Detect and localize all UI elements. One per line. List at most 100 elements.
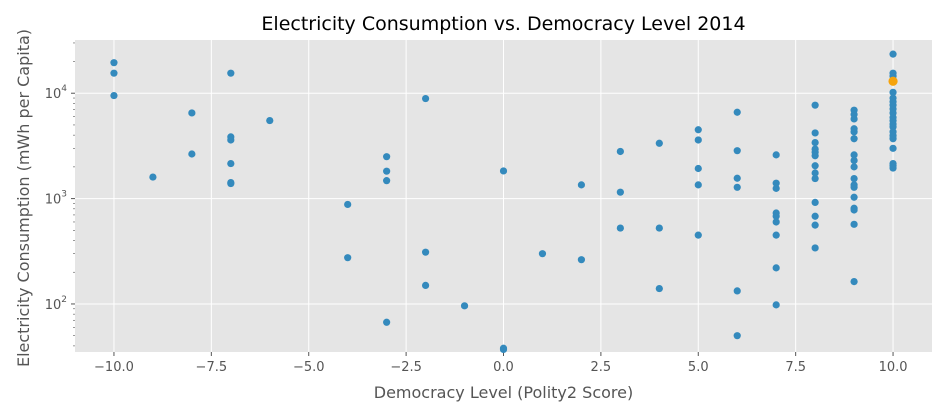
data-point xyxy=(694,231,702,239)
y-tick-label: 103 xyxy=(45,190,67,208)
data-point xyxy=(344,254,352,262)
x-tick-label: 2.5 xyxy=(591,360,612,375)
x-tick-label: 0.0 xyxy=(493,360,514,375)
data-point xyxy=(383,153,391,161)
data-point xyxy=(733,108,741,116)
data-point xyxy=(383,167,391,175)
data-point xyxy=(655,224,663,232)
x-tick-label: −7.5 xyxy=(196,360,228,375)
data-point xyxy=(889,88,897,96)
data-point xyxy=(889,164,897,172)
data-point xyxy=(110,69,118,77)
data-point xyxy=(655,284,663,293)
data-point xyxy=(616,224,624,232)
data-point xyxy=(344,200,352,209)
data-point xyxy=(889,123,897,131)
data-point xyxy=(811,221,819,229)
data-point xyxy=(733,287,741,295)
data-point xyxy=(577,181,586,189)
data-point xyxy=(850,278,858,286)
data-point xyxy=(460,302,469,310)
data-point xyxy=(850,183,858,191)
data-point xyxy=(772,264,780,272)
x-tick-label: 7.5 xyxy=(785,360,806,375)
data-point xyxy=(188,109,196,117)
data-point xyxy=(850,115,858,123)
x-tick-label: −5.0 xyxy=(293,360,325,375)
data-point xyxy=(227,136,235,144)
data-point xyxy=(383,177,391,185)
data-point xyxy=(850,151,858,159)
data-point xyxy=(110,91,118,100)
data-point xyxy=(227,179,235,188)
data-point xyxy=(889,135,897,143)
x-tick-label: 5.0 xyxy=(688,360,709,375)
axis-ticks: −10.0 −7.5 −5.0 −2.5 0.0 2.5 5.0 7.5 10.0 102 103 1… xyxy=(45,42,908,375)
data-point xyxy=(616,147,624,156)
data-point xyxy=(110,59,118,67)
x-tick-label: 10.0 xyxy=(879,360,908,375)
x-axis-label: Democracy Level (Polity2 Score) xyxy=(374,383,633,402)
data-point xyxy=(499,345,508,354)
data-point xyxy=(733,174,741,182)
highlighted-data-point xyxy=(888,76,898,86)
data-point xyxy=(499,167,508,175)
y-axis-label: Electricity Consumption (mWh per Capita) xyxy=(14,29,33,367)
data-point xyxy=(850,193,858,201)
data-point xyxy=(811,101,819,109)
data-point xyxy=(227,69,235,77)
data-point xyxy=(733,147,741,155)
data-point xyxy=(421,281,430,290)
data-point xyxy=(811,162,819,170)
data-point xyxy=(811,129,819,137)
data-point xyxy=(733,183,741,191)
data-point xyxy=(577,256,586,264)
data-point xyxy=(733,332,741,340)
data-point xyxy=(889,50,897,58)
data-point xyxy=(889,144,897,152)
data-point xyxy=(811,169,819,177)
data-point xyxy=(772,231,780,239)
data-point xyxy=(772,218,780,226)
data-point xyxy=(421,94,430,103)
data-point xyxy=(811,174,819,183)
data-point xyxy=(694,126,702,134)
x-tick-label: −10.0 xyxy=(94,360,134,375)
data-point xyxy=(811,244,819,252)
data-point xyxy=(811,152,819,160)
data-point xyxy=(383,318,391,326)
data-point xyxy=(772,179,780,187)
data-point xyxy=(188,150,196,158)
data-point xyxy=(538,250,547,258)
data-point xyxy=(850,128,858,136)
data-point xyxy=(616,188,624,196)
data-point xyxy=(694,136,702,144)
data-point xyxy=(694,181,702,189)
data-point xyxy=(149,173,157,181)
data-point xyxy=(850,206,858,214)
data-point xyxy=(655,139,663,147)
data-point xyxy=(811,138,819,147)
data-point xyxy=(850,135,858,143)
data-point xyxy=(772,301,780,309)
data-point xyxy=(694,164,702,173)
chart-title: Electricity Consumption vs. Democracy Le… xyxy=(261,13,745,35)
data-point xyxy=(421,248,430,256)
data-point xyxy=(772,184,780,192)
data-point xyxy=(850,174,858,183)
data-point xyxy=(811,198,819,207)
data-point xyxy=(266,116,274,125)
data-point xyxy=(850,163,858,171)
data-point xyxy=(772,212,780,220)
data-point xyxy=(850,220,858,228)
data-points xyxy=(110,50,898,354)
data-point xyxy=(772,151,780,159)
x-tick-label: −2.5 xyxy=(390,360,422,375)
data-point xyxy=(850,156,858,165)
y-tick-label: 102 xyxy=(45,295,67,313)
data-point xyxy=(811,212,819,220)
data-point xyxy=(227,159,235,168)
y-tick-label: 104 xyxy=(45,84,68,102)
